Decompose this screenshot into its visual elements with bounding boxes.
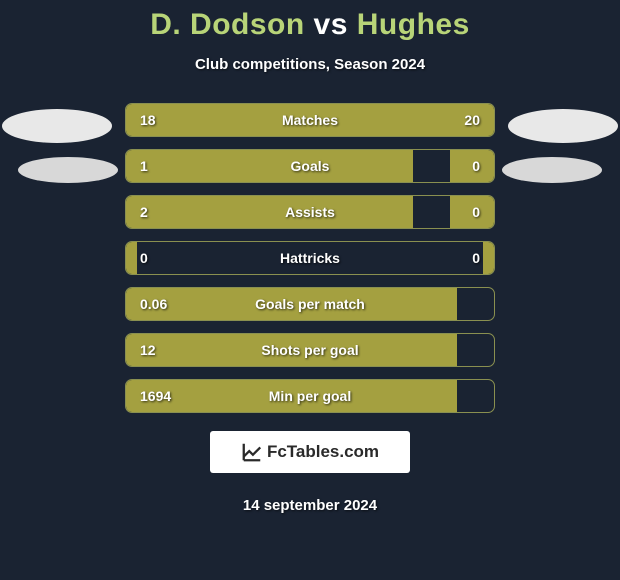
bar-fill-left: [126, 150, 413, 182]
vs-separator: vs: [314, 8, 348, 41]
stat-label: Matches: [282, 112, 338, 128]
stat-row: 12 Shots per goal: [125, 333, 495, 367]
stat-value-right: 20: [464, 112, 480, 128]
stat-label: Shots per goal: [261, 342, 358, 358]
logo-box: FcTables.com: [210, 431, 410, 473]
subtitle: Club competitions, Season 2024: [0, 56, 620, 73]
stat-value-left: 0.06: [140, 296, 167, 312]
stat-row: 1694 Min per goal: [125, 379, 495, 413]
stat-label: Min per goal: [269, 388, 351, 404]
stat-label: Goals: [291, 158, 330, 174]
stats-area: 1820Matches10Goals20Assists00Hattricks0.…: [0, 103, 620, 413]
stat-row: 1 0 Goals: [125, 149, 495, 183]
stat-label: Assists: [285, 204, 335, 220]
stat-value-right: 0: [472, 204, 480, 220]
stat-value-left: 18: [140, 112, 156, 128]
comparison-title: D. Dodson vs Hughes: [0, 0, 620, 42]
stat-rows: 1820Matches10Goals20Assists00Hattricks0.…: [125, 103, 495, 413]
stat-row: 2 0 Assists: [125, 195, 495, 229]
player1-avatar: [2, 109, 112, 143]
stat-value-right: 0: [472, 158, 480, 174]
date-label: 14 september 2024: [0, 497, 620, 514]
stat-value-left: 1: [140, 158, 148, 174]
stat-label: Hattricks: [280, 250, 340, 266]
player2-name: Hughes: [357, 8, 470, 41]
stat-row: 0 0 Hattricks: [125, 241, 495, 275]
stat-label: Goals per match: [255, 296, 365, 312]
stat-row: 0.06 Goals per match: [125, 287, 495, 321]
player1-avatar-shadow: [18, 157, 118, 183]
bar-fill-left: [126, 196, 413, 228]
stat-value-left: 1694: [140, 388, 171, 404]
player2-avatar: [508, 109, 618, 143]
logo-text: FcTables.com: [267, 442, 379, 462]
bar-fill-right: [483, 242, 494, 274]
stat-value-left: 2: [140, 204, 148, 220]
stat-value-left: 0: [140, 250, 148, 266]
stat-row: 18 20 Matches: [125, 103, 495, 137]
stat-value-left: 12: [140, 342, 156, 358]
player1-name: D. Dodson: [150, 8, 305, 41]
stat-value-right: 0: [472, 250, 480, 266]
player2-avatar-shadow: [502, 157, 602, 183]
chart-icon: [241, 441, 263, 463]
bar-fill-left: [126, 242, 137, 274]
